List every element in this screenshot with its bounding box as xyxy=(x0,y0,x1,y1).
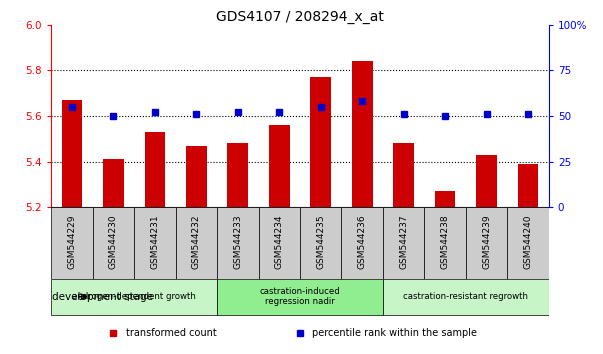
Bar xyxy=(217,207,259,279)
Bar xyxy=(517,164,538,207)
Bar xyxy=(93,207,134,279)
Text: GSM544232: GSM544232 xyxy=(192,214,201,269)
Bar xyxy=(352,61,373,207)
Text: GSM544237: GSM544237 xyxy=(399,214,408,269)
Bar xyxy=(435,191,455,207)
Text: development stage: development stage xyxy=(52,292,153,302)
Text: GSM544230: GSM544230 xyxy=(109,214,118,269)
Bar xyxy=(134,207,175,279)
Text: castration-induced
regression nadir: castration-induced regression nadir xyxy=(260,287,340,307)
Bar xyxy=(311,77,331,207)
Bar xyxy=(507,207,549,279)
Bar xyxy=(259,207,300,279)
Text: GSM544235: GSM544235 xyxy=(316,214,325,269)
Bar xyxy=(62,100,83,207)
Bar xyxy=(51,279,217,315)
Text: GSM544234: GSM544234 xyxy=(275,214,284,269)
Bar xyxy=(186,145,207,207)
Bar xyxy=(269,125,289,207)
Text: transformed count: transformed count xyxy=(126,327,216,338)
Text: GSM544236: GSM544236 xyxy=(358,214,367,269)
Bar xyxy=(175,207,217,279)
Bar xyxy=(476,155,497,207)
Text: GSM544240: GSM544240 xyxy=(523,214,532,269)
Bar xyxy=(300,207,341,279)
Title: GDS4107 / 208294_x_at: GDS4107 / 208294_x_at xyxy=(216,10,384,24)
Text: androgen-dependent growth: androgen-dependent growth xyxy=(72,292,196,301)
Bar xyxy=(341,207,383,279)
Bar xyxy=(51,207,93,279)
Bar xyxy=(145,132,165,207)
Text: GSM544238: GSM544238 xyxy=(441,214,450,269)
Text: GSM544239: GSM544239 xyxy=(482,214,491,269)
Bar xyxy=(393,143,414,207)
Text: GSM544233: GSM544233 xyxy=(233,214,242,269)
Bar xyxy=(217,279,383,315)
Bar xyxy=(425,207,466,279)
Text: GSM544231: GSM544231 xyxy=(150,214,159,269)
Bar xyxy=(383,207,425,279)
Bar xyxy=(466,207,507,279)
Text: castration-resistant regrowth: castration-resistant regrowth xyxy=(403,292,528,301)
Text: GSM544229: GSM544229 xyxy=(68,214,77,269)
Bar xyxy=(383,279,549,315)
Bar xyxy=(103,159,124,207)
Bar xyxy=(227,143,248,207)
Text: percentile rank within the sample: percentile rank within the sample xyxy=(312,327,478,338)
